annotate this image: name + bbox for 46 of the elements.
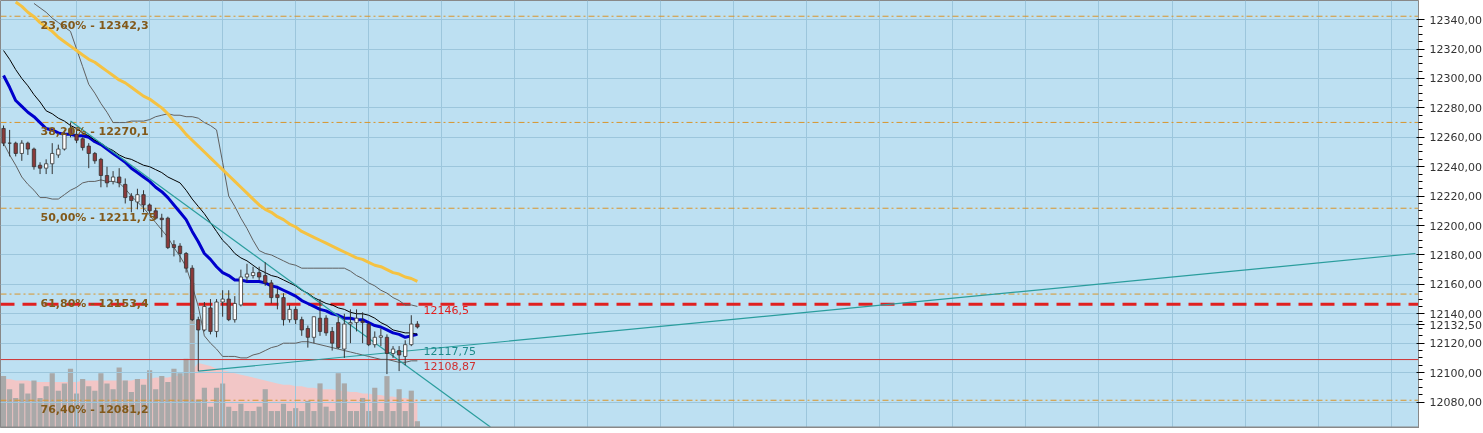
y-tick-label: 12340,00	[1429, 13, 1482, 27]
y-tick-label: 12240,00	[1429, 160, 1482, 174]
y-tick-label: 12280,00	[1429, 101, 1482, 115]
candlestick	[111, 170, 116, 185]
y-tick-label: 12180,00	[1429, 248, 1482, 262]
y-tick-label: 12080,00	[1429, 396, 1482, 410]
y-tick-label: 12160,00	[1429, 278, 1482, 292]
candlestick	[44, 158, 49, 175]
candlestick	[397, 345, 402, 372]
y-tick-label: 12132,50	[1429, 318, 1482, 332]
annotation: 61,80% - 12153,4	[40, 297, 149, 311]
candlestick	[378, 327, 383, 347]
candlestick	[299, 316, 304, 337]
ref-line-label: 12108,87	[423, 359, 476, 373]
candlestick	[390, 345, 396, 359]
candlestick	[324, 314, 329, 337]
ref-line-label: 12146,5	[423, 304, 469, 318]
candlestick	[244, 263, 250, 282]
y-tick-label: 12300,00	[1429, 72, 1482, 86]
candlestick	[171, 239, 177, 257]
candlestick	[403, 339, 408, 366]
y-tick-label: 12200,00	[1429, 219, 1482, 233]
candlestick	[98, 157, 103, 188]
y-tick-label: 12260,00	[1429, 131, 1482, 145]
candlestick	[37, 161, 43, 175]
candlestick	[184, 251, 189, 274]
annotation: 50,00% - 12211,75	[40, 211, 157, 225]
candlestick	[250, 266, 256, 279]
candlestick	[104, 166, 110, 188]
candlestick	[1, 125, 6, 147]
y-tick-label: 12120,00	[1429, 337, 1482, 351]
y-tick-label: 12100,00	[1429, 366, 1482, 380]
y-tick-label: 12140,00	[1429, 307, 1482, 321]
candlestick	[177, 242, 183, 263]
line-series	[3, 142, 418, 363]
annotation: 76,40% - 12081,2	[40, 403, 149, 417]
candlestick	[311, 316, 316, 344]
candlestick	[25, 141, 30, 156]
candlestick	[305, 325, 310, 349]
annotation: 12117,75	[423, 344, 476, 358]
candlestick	[384, 333, 390, 375]
y-tick-label: 12320,00	[1429, 43, 1482, 57]
candlestick	[257, 266, 262, 281]
candlestick	[317, 298, 323, 337]
candlestick	[117, 167, 122, 188]
y-tick-label: 12220,00	[1429, 190, 1482, 204]
